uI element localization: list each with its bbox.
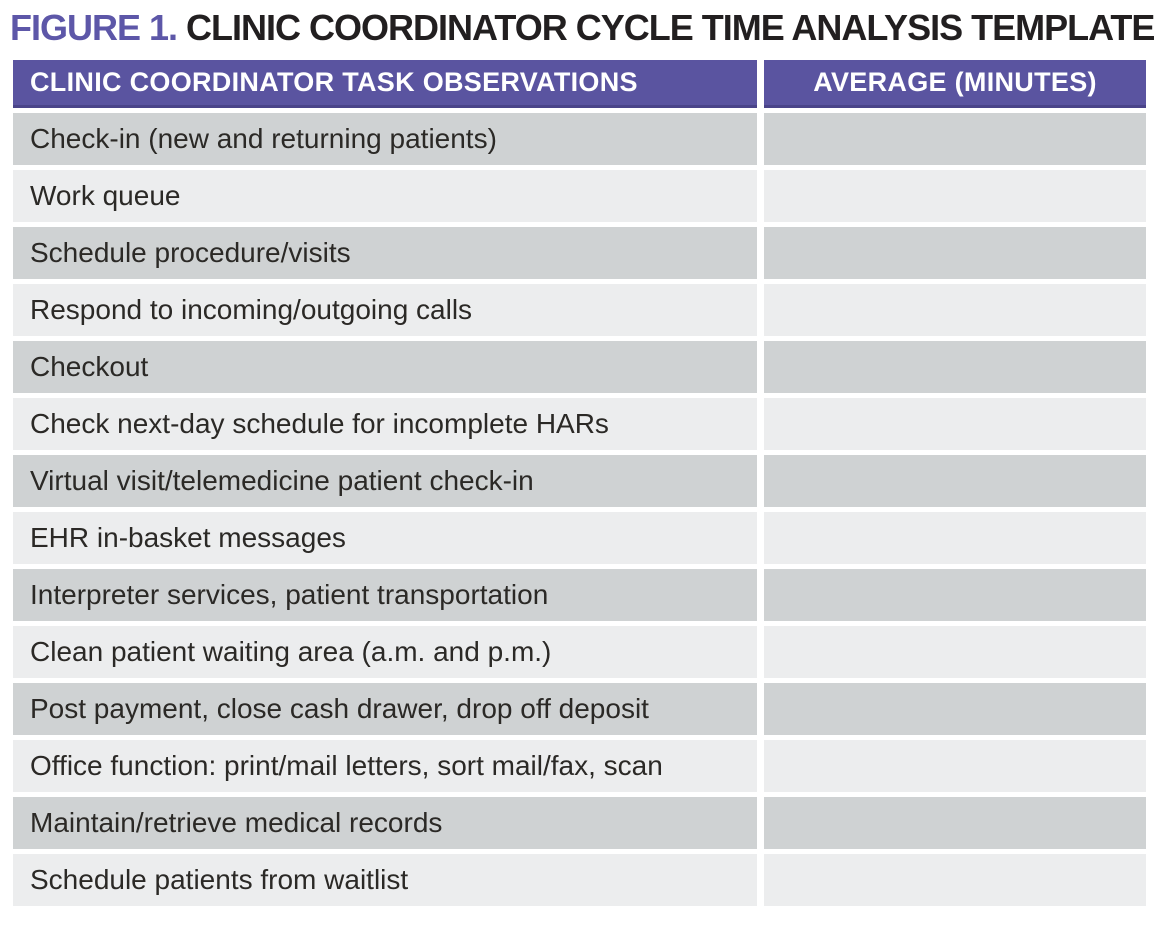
column-header-task-observations: CLINIC COORDINATOR TASK OBSERVATIONS <box>13 60 757 108</box>
task-cell: EHR in-basket messages <box>13 512 757 564</box>
table-row: Respond to incoming/outgoing calls <box>13 284 1146 336</box>
task-cell: Checkout <box>13 341 757 393</box>
table-row: Post payment, close cash drawer, drop of… <box>13 683 1146 735</box>
table-row: Check-in (new and returning patients) <box>13 113 1146 165</box>
figure-label: FIGURE 1. <box>10 7 178 48</box>
average-cell <box>764 626 1146 678</box>
table-row: Schedule procedure/visits <box>13 227 1146 279</box>
task-cell: Work queue <box>13 170 757 222</box>
task-cell: Interpreter services, patient transporta… <box>13 569 757 621</box>
average-cell <box>764 455 1146 507</box>
task-cell: Post payment, close cash drawer, drop of… <box>13 683 757 735</box>
task-cell: Respond to incoming/outgoing calls <box>13 284 757 336</box>
cycle-time-table: CLINIC COORDINATOR TASK OBSERVATIONS AVE… <box>13 60 1146 911</box>
average-cell <box>764 398 1146 450</box>
average-cell <box>764 797 1146 849</box>
task-cell: Check-in (new and returning patients) <box>13 113 757 165</box>
average-cell <box>764 170 1146 222</box>
table-row: Interpreter services, patient transporta… <box>13 569 1146 621</box>
figure-title: FIGURE 1. CLINIC COORDINATOR CYCLE TIME … <box>10 8 1156 48</box>
table-row: Maintain/retrieve medical records <box>13 797 1146 849</box>
task-cell: Schedule procedure/visits <box>13 227 757 279</box>
task-cell: Office function: print/mail letters, sor… <box>13 740 757 792</box>
table-row: Virtual visit/telemedicine patient check… <box>13 455 1146 507</box>
table-row: Checkout <box>13 341 1146 393</box>
task-cell: Virtual visit/telemedicine patient check… <box>13 455 757 507</box>
average-cell <box>764 569 1146 621</box>
table-row: Office function: print/mail letters, sor… <box>13 740 1146 792</box>
task-cell: Maintain/retrieve medical records <box>13 797 757 849</box>
task-cell: Schedule patients from waitlist <box>13 854 757 906</box>
figure-title-text: CLINIC COORDINATOR CYCLE TIME ANALYSIS T… <box>186 7 1155 48</box>
average-cell <box>764 113 1146 165</box>
task-cell: Check next-day schedule for incomplete H… <box>13 398 757 450</box>
average-cell <box>764 683 1146 735</box>
average-cell <box>764 854 1146 906</box>
average-cell <box>764 284 1146 336</box>
table-row: Work queue <box>13 170 1146 222</box>
table-header-row: CLINIC COORDINATOR TASK OBSERVATIONS AVE… <box>13 60 1146 108</box>
table-row: Check next-day schedule for incomplete H… <box>13 398 1146 450</box>
average-cell <box>764 341 1146 393</box>
task-cell: Clean patient waiting area (a.m. and p.m… <box>13 626 757 678</box>
average-cell <box>764 512 1146 564</box>
average-cell <box>764 227 1146 279</box>
table-body: Check-in (new and returning patients) Wo… <box>13 113 1146 906</box>
column-header-average-minutes: AVERAGE (MINUTES) <box>764 60 1146 108</box>
average-cell <box>764 740 1146 792</box>
table-row: Schedule patients from waitlist <box>13 854 1146 906</box>
table-row: EHR in-basket messages <box>13 512 1146 564</box>
table-row: Clean patient waiting area (a.m. and p.m… <box>13 626 1146 678</box>
